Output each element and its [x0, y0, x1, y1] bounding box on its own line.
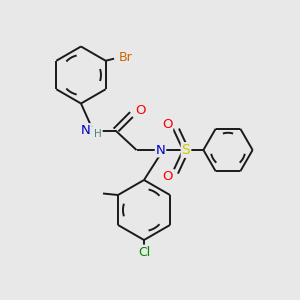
Text: O: O [162, 118, 172, 131]
Text: O: O [135, 104, 146, 118]
Text: N: N [81, 124, 91, 137]
Text: H: H [94, 129, 102, 139]
Text: O: O [162, 169, 172, 183]
Text: Cl: Cl [138, 245, 150, 259]
Text: S: S [182, 143, 190, 157]
Text: Br: Br [118, 51, 132, 64]
Text: N: N [156, 143, 165, 157]
